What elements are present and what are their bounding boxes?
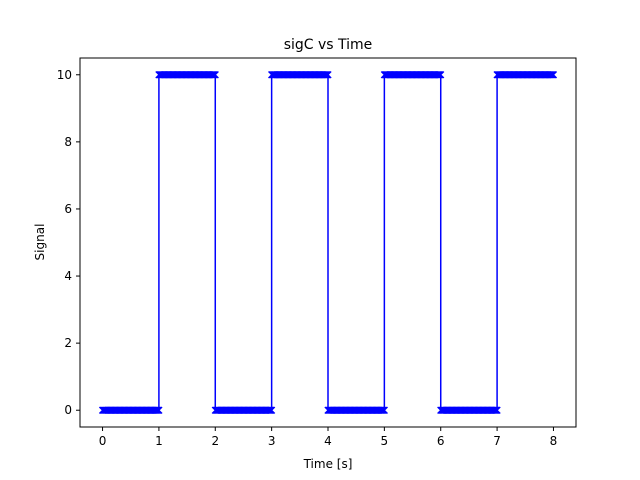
y-tick-label: 0	[64, 403, 72, 417]
x-tick-label: 4	[324, 434, 332, 448]
data-point	[493, 406, 501, 414]
data-point	[211, 71, 219, 79]
chart-title: sigC vs Time	[284, 37, 373, 53]
x-tick-label: 3	[268, 434, 276, 448]
data-point	[155, 406, 163, 414]
y-tick-label: 4	[64, 269, 72, 283]
data-point	[268, 406, 276, 414]
x-tick-label: 5	[381, 434, 389, 448]
plot-area	[98, 71, 558, 414]
data-point	[324, 71, 332, 79]
marker-segment	[380, 71, 445, 79]
marker-segment	[155, 71, 219, 79]
x-ticks: 0 1 2 3 4 5 6 7 8	[99, 427, 558, 448]
x-tick-label: 1	[155, 434, 163, 448]
x-tick-label: 7	[493, 434, 501, 448]
y-tick-label: 2	[64, 336, 72, 350]
marker-segment	[324, 406, 388, 414]
x-tick-label: 2	[211, 434, 219, 448]
y-tick-label: 10	[57, 68, 72, 82]
y-axis-label: Signal	[33, 224, 47, 261]
x-tick-label: 0	[99, 434, 107, 448]
data-point	[437, 71, 445, 79]
marker-segment	[268, 71, 332, 79]
y-ticks: 0 2 4 6 8 10	[57, 68, 80, 417]
marker-segment	[437, 406, 501, 414]
x-axis-label: Time [s]	[303, 457, 353, 471]
y-tick-label: 6	[64, 202, 72, 216]
y-tick-label: 8	[64, 135, 72, 149]
data-point	[549, 71, 558, 79]
marker-segment	[98, 406, 163, 414]
marker-segment	[211, 406, 276, 414]
data-point	[380, 406, 388, 414]
x-tick-label: 6	[437, 434, 445, 448]
x-tick-label: 8	[550, 434, 558, 448]
marker-segment	[493, 71, 558, 79]
